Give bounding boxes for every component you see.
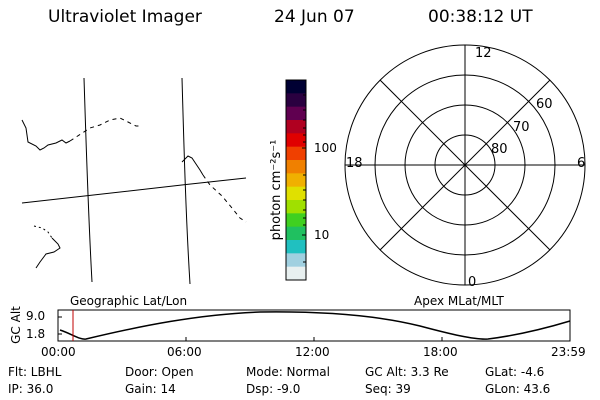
timeline-xtick: 12:00 [295,345,330,359]
mlt-label-12: 12 [475,46,492,61]
color-bar-unit-label: photon cm⁻²s⁻¹ [269,139,284,241]
coastline [181,155,204,176]
color-bar-segment [286,173,306,188]
gain-status: Gain: 14 [125,382,176,396]
color-bar-segment [286,200,306,214]
color-bar-segment [286,133,306,148]
timeline-xtick: 18:00 [423,345,458,359]
color-bar-ticks [302,94,306,263]
ip-status: IP: 36.0 [8,382,54,396]
timeline-xtick: 00:00 [41,345,76,359]
meridian-line [83,77,93,283]
timeline-ylabel: GC Alt [9,306,23,344]
coastline [69,117,140,142]
coastline [35,237,61,269]
polar-grid [344,44,586,286]
color-bar-segment [286,160,306,174]
mode-status: Mode: Normal [246,365,330,379]
seq-status: Seq: 39 [365,382,411,396]
lat-label-80: 80 [491,142,508,157]
color-bar-segment [286,253,306,268]
color-bar-segment [286,213,306,228]
glat-status: GLat: -4.6 [485,365,545,379]
mlt-label-6: 6 [577,156,586,171]
altitude-curve [59,311,571,340]
coastline [33,225,53,239]
timeline-frame [57,309,571,342]
filter-status: Flt: LBHL [8,365,62,379]
timeline-ytick: 1.8 [26,327,46,341]
color-bar-segment [286,93,306,108]
color-bar-segment [286,226,306,241]
lat-label-60: 60 [536,97,553,112]
right-map-title: Apex MLat/MLT [414,294,504,308]
observation-time: 00:38:12 UT [428,7,533,27]
parallel-line [21,177,247,204]
color-bar-segment [286,240,306,254]
meridian-line [181,77,191,285]
gc-alt-status: GC Alt: 3.3 Re [365,365,449,379]
color-bar-segment [286,80,306,94]
coastline [202,174,247,223]
glon-status: GLon: 43.6 [485,382,551,396]
color-bar-segment [286,186,306,201]
color-bar-segment [286,146,306,161]
mlt-label-0: 0 [468,275,477,290]
color-bar-tick-label: 100 [314,141,337,155]
mlt-line-diag [379,79,551,251]
color-bar [286,80,306,281]
observation-date: 24 Jun 07 [274,7,355,27]
left-map-title: Geographic Lat/Lon [70,294,188,308]
timeline-ytick: 9.0 [26,309,46,323]
instrument-title: Ultraviolet Imager [48,7,202,27]
geographic-map [21,77,247,285]
dsp-status: Dsp: -9.0 [246,382,301,396]
color-bar-segment [286,120,306,134]
timeline-xtick: 06:00 [167,345,202,359]
mlt-label-18: 18 [346,156,363,171]
color-bar-segment [286,106,306,121]
timeline-plot [57,309,571,342]
color-bar-frame [285,79,307,281]
lat-label-70: 70 [513,120,530,135]
color-bar-tick-label: 10 [314,228,330,242]
coastline [21,119,71,151]
timeline-xtick: 23:59 [551,345,586,359]
door-status: Door: Open [125,365,194,379]
color-bar-segment [286,266,306,281]
